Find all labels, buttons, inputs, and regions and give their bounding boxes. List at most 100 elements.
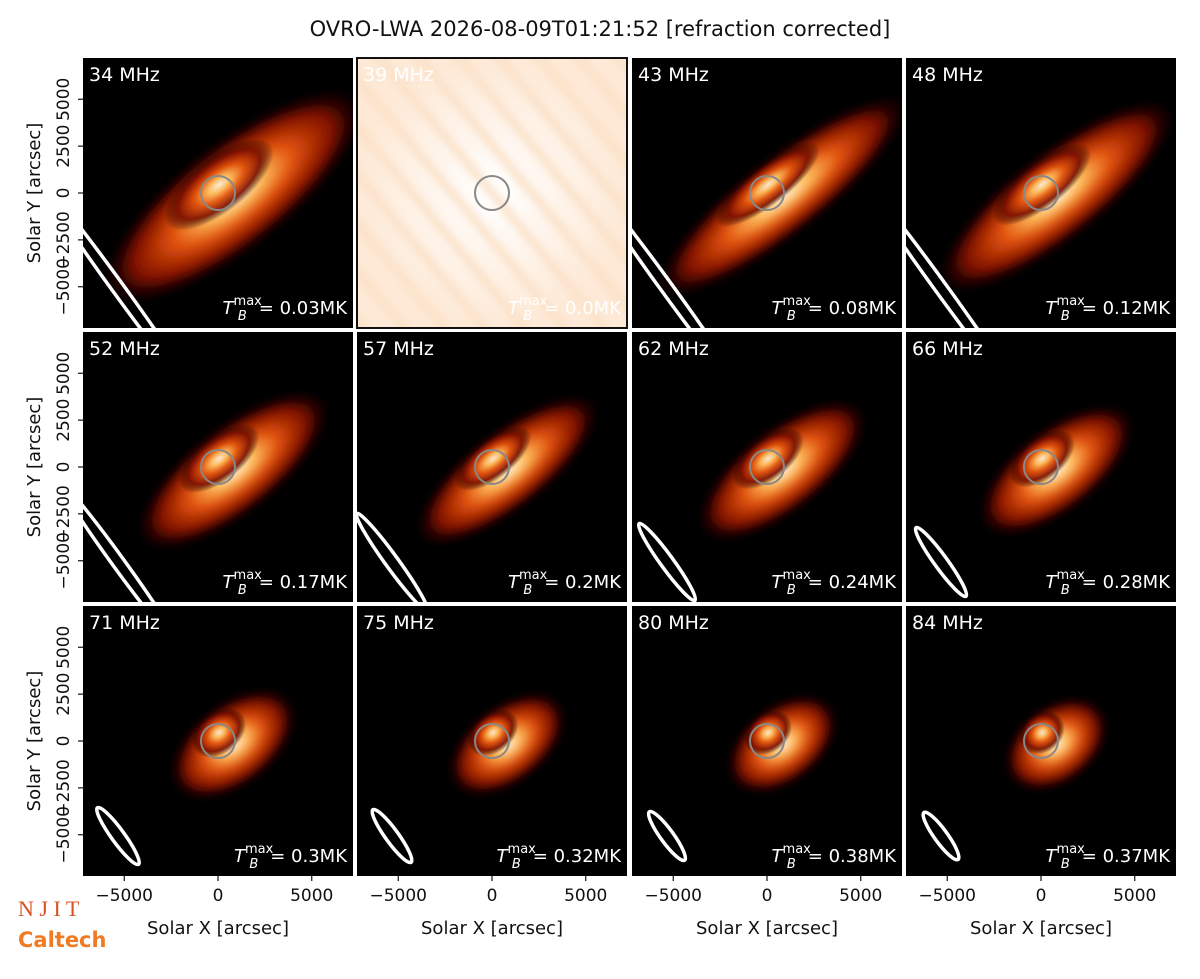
x-tick-label: 5000 <box>290 886 333 906</box>
panel: 43 MHz Tmax B = 0.08MK <box>632 58 902 328</box>
solar-disk <box>200 175 236 211</box>
x-tick-label: 0 <box>762 886 773 906</box>
tmax-part: = 0.03MK <box>259 298 348 319</box>
tmax-part: max <box>783 842 812 857</box>
stripe <box>494 58 627 218</box>
solar-disk <box>200 449 236 485</box>
frequency-label: 84 MHz <box>912 612 983 634</box>
tmax-part: B <box>1061 309 1070 324</box>
stripe <box>374 58 610 328</box>
tmax-part: max <box>519 294 548 309</box>
stripe <box>357 120 530 328</box>
image <box>632 58 902 328</box>
x-axis-label: Solar X [arcsec] <box>147 918 289 939</box>
image <box>632 606 902 876</box>
frequency-label: 43 MHz <box>638 64 709 86</box>
tmax-part: T <box>508 572 521 593</box>
emission-core <box>992 143 1092 226</box>
tmax-part: = 0.3MK <box>270 846 348 867</box>
frequency-label: 57 MHz <box>363 338 434 360</box>
beam <box>913 525 969 599</box>
tmax-part: = 0.32MK <box>533 846 622 867</box>
tmax-part: = 0.17MK <box>259 572 348 593</box>
image <box>906 332 1176 602</box>
image <box>906 58 1176 328</box>
y-tick-label: −5000 <box>54 806 74 864</box>
image <box>83 58 353 328</box>
tmax-label: Tmax B = 0.38MK <box>772 842 898 872</box>
panel: 80 MHz Tmax B = 0.38MK <box>632 606 902 876</box>
frequency-label: 39 MHz <box>363 64 434 86</box>
tmax-label: Tmax B = 0.08MK <box>772 294 898 324</box>
tmax-part: T <box>508 298 521 319</box>
logo-njit: N J I T <box>18 896 80 921</box>
tmax-part: T <box>223 298 236 319</box>
x-tick-label: −5000 <box>369 886 427 906</box>
x-axis-label: Solar X [arcsec] <box>421 918 563 939</box>
image <box>357 606 627 876</box>
solar-disk <box>749 449 785 485</box>
tmax-label: Tmax B = 0.17MK <box>223 568 349 598</box>
tmax-part: B <box>787 857 796 872</box>
tmax-part: max <box>508 842 537 857</box>
panel: 57 MHz Tmax B = 0.2MK <box>357 332 627 602</box>
tmax-part: max <box>783 294 812 309</box>
tmax-part: max <box>1057 294 1086 309</box>
tmax-part: T <box>234 846 247 867</box>
x-tick-label: 0 <box>213 886 224 906</box>
x-tick-label: −5000 <box>644 886 702 906</box>
solar-disk <box>200 723 236 759</box>
emission-core <box>716 142 820 228</box>
frequency-label: 75 MHz <box>363 612 434 634</box>
y-tick-label: 0 <box>54 188 74 199</box>
tmax-part: B <box>523 583 532 598</box>
x-tick-label: −5000 <box>95 886 153 906</box>
image <box>906 606 1176 876</box>
frequency-label: 52 MHz <box>89 338 160 360</box>
x-tick-label: 0 <box>487 886 498 906</box>
tmax-part: = 0.2MK <box>544 572 622 593</box>
y-tick-label: 2500 <box>54 672 74 715</box>
tmax-part: T <box>772 572 785 593</box>
image <box>357 332 627 602</box>
frequency-label: 62 MHz <box>638 338 709 360</box>
y-tick-label: −5000 <box>54 258 74 316</box>
y-tick-label: 5000 <box>54 78 74 121</box>
emission-core <box>178 424 260 494</box>
tmax-part: max <box>245 842 274 857</box>
solar-disk <box>1023 723 1059 759</box>
solar-disk <box>1023 449 1059 485</box>
tmax-part: B <box>238 309 247 324</box>
x-tick-label: 0 <box>1036 886 1047 906</box>
stripe <box>454 58 627 266</box>
y-tick-label: −5000 <box>54 532 74 590</box>
tmax-label: Tmax B = 0.12MK <box>1046 294 1172 324</box>
image <box>357 58 627 328</box>
frequency-label: 34 MHz <box>89 64 160 86</box>
tmax-part: = 0.12MK <box>1082 298 1171 319</box>
panel: 34 MHz Tmax B = 0.03MK <box>83 58 353 328</box>
beam <box>357 511 430 602</box>
panel: 75 MHz Tmax B = 0.32MK <box>357 606 627 876</box>
tmax-label: Tmax B = 0.0MK <box>508 294 622 324</box>
frequency-label: 80 MHz <box>638 612 709 634</box>
emission-core <box>744 710 792 756</box>
tmax-label: Tmax B = 0.3MK <box>234 842 348 872</box>
y-tick-label: −2500 <box>54 759 74 817</box>
image <box>83 332 353 602</box>
y-axis-label: Solar Y [arcsec] <box>24 397 45 538</box>
emission-core <box>467 709 519 756</box>
y-tick-label: 2500 <box>54 398 74 441</box>
frequency-label: 71 MHz <box>89 612 160 634</box>
tmax-part: B <box>787 309 796 324</box>
tmax-part: B <box>1061 583 1070 598</box>
beam <box>632 181 746 328</box>
y-axis-label: Solar Y [arcsec] <box>24 123 45 264</box>
tmax-part: B <box>787 583 796 598</box>
beam <box>906 181 1020 328</box>
tmax-label: Tmax B = 0.32MK <box>497 842 623 872</box>
beam <box>83 181 197 328</box>
emission-core <box>732 427 804 490</box>
x-tick-label: −5000 <box>918 886 976 906</box>
